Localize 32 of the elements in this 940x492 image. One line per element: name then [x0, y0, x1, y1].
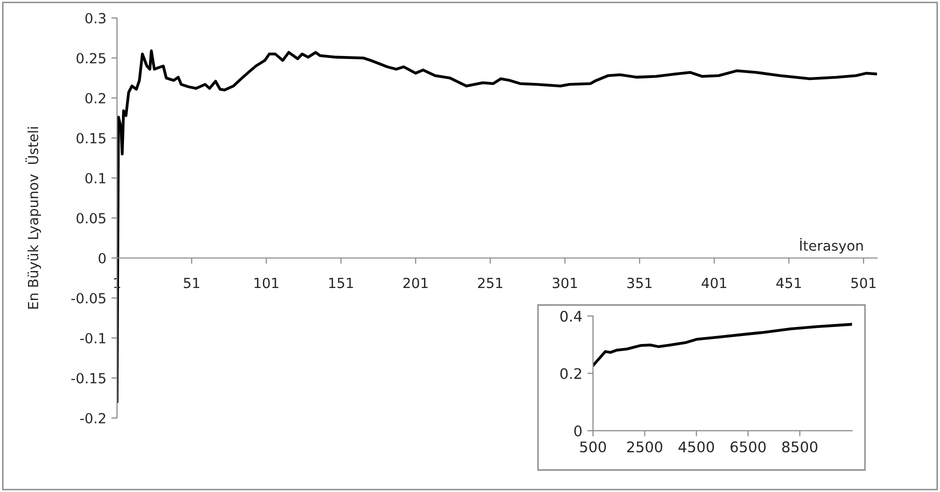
y-tick-label: 0	[574, 425, 582, 436]
y-tick-label: 0.2	[85, 92, 106, 104]
y-tick-label: 0.3	[85, 12, 106, 24]
x-tick-label: 151	[329, 278, 353, 288]
y-tick-label: -0.15	[71, 372, 106, 384]
line-series	[593, 322, 852, 367]
y-tick-label: 0.2	[560, 368, 582, 380]
x-tick-label: 101	[254, 278, 278, 288]
x-tick-label: 6500	[730, 441, 766, 452]
y-axis-title: En Büyük Lyapunov Üsteli	[25, 127, 41, 309]
x-tick-label: 201	[403, 278, 428, 288]
x-tick-label: 500	[580, 441, 606, 452]
x-axis-title: İterasyon	[800, 238, 863, 254]
x-tick-label: 501	[851, 278, 876, 288]
y-tick-label: 0.15	[76, 132, 106, 144]
x-tick-label: 351	[627, 278, 652, 288]
y-tick-label: -0.1	[80, 332, 106, 344]
x-tick-label: 401	[702, 278, 726, 288]
y-tick-label: 0	[98, 252, 106, 264]
y-tick-label: 0.25	[76, 52, 106, 64]
x-tick-label: 51	[184, 278, 200, 288]
x-tick-label: 8500	[782, 441, 818, 452]
x-tick-label: 4500	[678, 441, 714, 452]
x-tick-label: 451	[776, 278, 801, 288]
x-tick-label: 301	[552, 278, 577, 288]
y-tick-label: 0.4	[560, 310, 582, 322]
x-tick-label: 2500	[627, 441, 662, 452]
y-tick-label: -0.05	[71, 292, 106, 304]
y-tick-label: 0.05	[76, 212, 106, 224]
y-tick-label: -0.2	[80, 412, 106, 424]
y-tick-label: 0.1	[85, 172, 106, 184]
x-tick-label: 251	[478, 278, 502, 288]
